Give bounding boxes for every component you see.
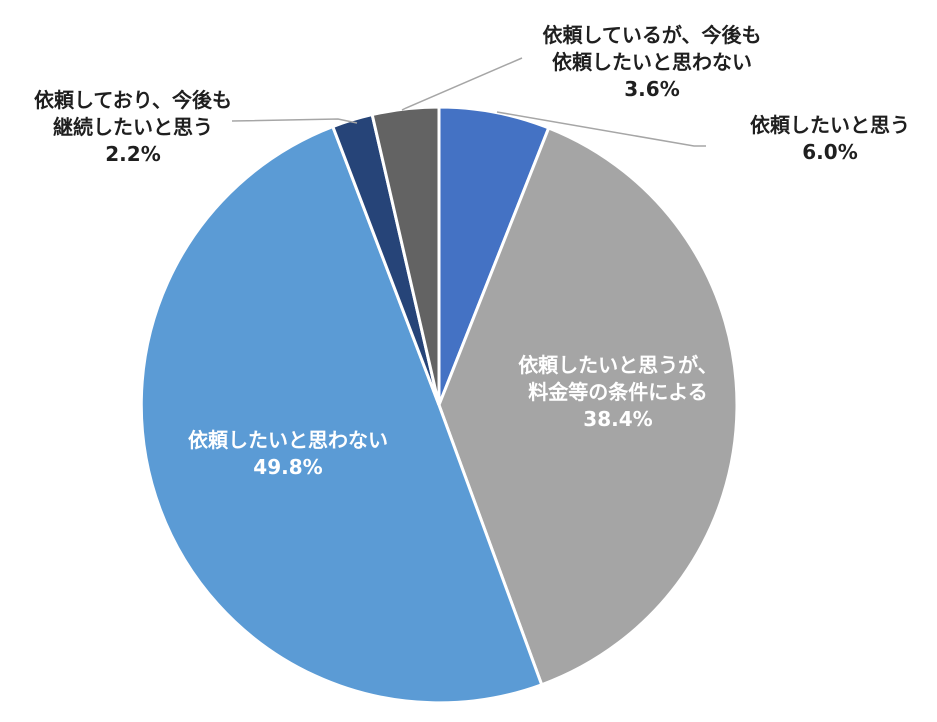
slice-label-line-0-0: 依頼したいと思う	[750, 113, 910, 137]
slice-value-2: 49.8%	[253, 455, 322, 479]
slice-label-0: 依頼したいと思う 6.0%	[750, 113, 910, 164]
slice-label-line-2-0: 依頼したいと思わない	[188, 428, 388, 452]
leader-line-4	[401, 57, 523, 111]
slice-label-line-3-1: 継続したいと思う	[53, 115, 213, 139]
leader-line-3	[231, 118, 358, 124]
slice-label-line-4-1: 依頼したいと思わない	[552, 50, 752, 74]
pie-slice-1	[437, 125, 739, 687]
slice-label-3: 依頼しており、今後も継続したいと思う 2.2%	[34, 88, 232, 166]
slice-label-line-4-0: 依頼しているが、今後も	[543, 23, 762, 47]
pie-slice-2	[139, 124, 544, 705]
slice-label-2: 依頼したいと思わない 49.8%	[188, 428, 388, 479]
slice-label-line-1-1: 料金等の条件による	[528, 380, 707, 404]
leader-line-0	[496, 111, 706, 147]
slice-label-1: 依頼したいと思うが、料金等の条件による 38.4%	[518, 353, 718, 431]
slice-value-0: 6.0%	[802, 140, 857, 164]
slice-value-1: 38.4%	[583, 407, 652, 431]
slice-label-4: 依頼しているが、今後も依頼したいと思わない 3.6%	[543, 23, 762, 101]
slice-value-4: 3.6%	[624, 77, 679, 101]
slice-label-line-3-0: 依頼しており、今後も	[34, 88, 232, 112]
slice-label-line-1-0: 依頼したいと思うが、	[518, 353, 718, 377]
slice-value-3: 2.2%	[105, 142, 160, 166]
